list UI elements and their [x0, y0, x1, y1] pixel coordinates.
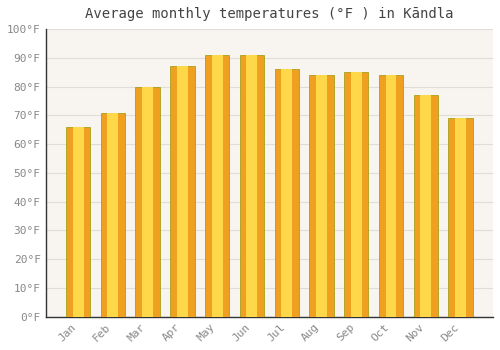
Bar — [414, 95, 438, 317]
Bar — [386, 75, 396, 317]
Bar — [344, 72, 368, 317]
Bar — [72, 127, 84, 317]
Bar — [142, 86, 153, 317]
Title: Average monthly temperatures (°F ) in Kāndla: Average monthly temperatures (°F ) in Kā… — [85, 7, 454, 21]
Bar — [455, 118, 466, 317]
Bar — [420, 95, 432, 317]
Bar — [108, 112, 118, 317]
Bar — [448, 118, 472, 317]
Bar — [274, 69, 299, 317]
Bar — [100, 112, 125, 317]
Bar — [316, 75, 327, 317]
Bar — [212, 55, 222, 317]
Bar — [240, 55, 264, 317]
Bar — [205, 55, 230, 317]
Bar — [177, 66, 188, 317]
Bar — [281, 69, 292, 317]
Bar — [310, 75, 334, 317]
Bar — [246, 55, 258, 317]
Bar — [170, 66, 194, 317]
Bar — [136, 86, 160, 317]
Bar — [66, 127, 90, 317]
Bar — [351, 72, 362, 317]
Bar — [379, 75, 403, 317]
